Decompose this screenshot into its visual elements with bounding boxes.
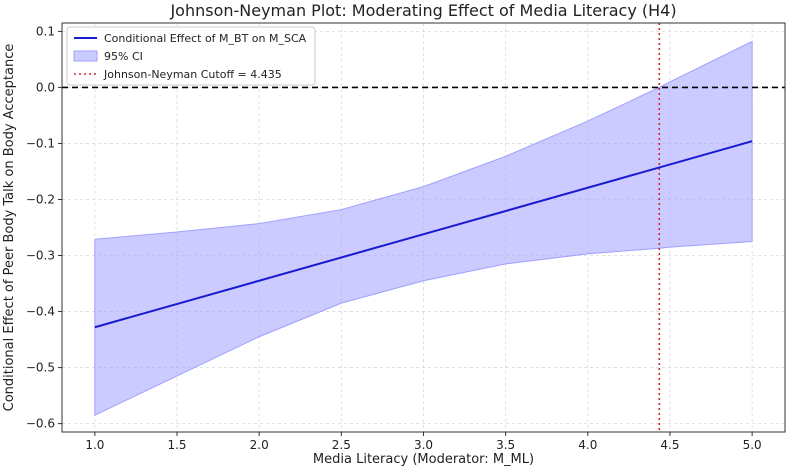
x-tick-label: 4.5 (660, 438, 679, 452)
y-tick-label: −0.4 (26, 305, 55, 319)
x-tick-label: 3.0 (414, 438, 433, 452)
y-tick-label: 0.0 (36, 80, 55, 94)
x-tick-label: 5.0 (743, 438, 762, 452)
x-tick-label: 3.5 (496, 438, 515, 452)
legend-swatch-band (73, 50, 98, 62)
legend-label: Conditional Effect of M_BT on M_SCA (104, 32, 307, 45)
legend-label: Johnson-Neyman Cutoff = 4.435 (103, 68, 282, 81)
y-tick-label: −0.3 (26, 249, 55, 263)
x-tick-label: 2.5 (332, 438, 351, 452)
x-tick-label: 1.0 (85, 438, 104, 452)
x-tick-label: 1.5 (167, 438, 186, 452)
x-axis-label: Media Literacy (Moderator: M_ML) (313, 452, 534, 467)
y-axis-label: Conditional Effect of Peer Body Talk on … (2, 44, 17, 412)
legend-label: 95% CI (104, 50, 143, 63)
y-axis-ticks: 0.1 0.0 −0.1 −0.2 −0.3 −0.4 −0.5 −0.6 (26, 24, 62, 431)
legend-box (66, 26, 316, 86)
y-tick-label: 0.1 (36, 24, 55, 38)
x-tick-label: 2.0 (250, 438, 269, 452)
legend: Conditional Effect of M_BT on M_SCA 95% C… (66, 26, 316, 86)
conditional-effect-line (94, 140, 753, 329)
y-tick-label: −0.2 (26, 192, 55, 206)
y-tick-label: −0.6 (26, 417, 55, 431)
y-tick-label: −0.5 (26, 361, 55, 375)
x-tick-label: 4.0 (578, 438, 597, 452)
ci-band (94, 40, 753, 416)
ci-band-layer (94, 40, 753, 416)
chart-title: Johnson-Neyman Plot: Moderating Effect o… (169, 1, 676, 20)
y-tick-label: −0.1 (26, 136, 55, 150)
reference-lines (62, 23, 785, 432)
x-axis-ticks: 1.0 1.5 2.0 2.5 3.0 3.5 4.0 4.5 5.0 (85, 432, 762, 452)
series-lines (94, 140, 753, 329)
